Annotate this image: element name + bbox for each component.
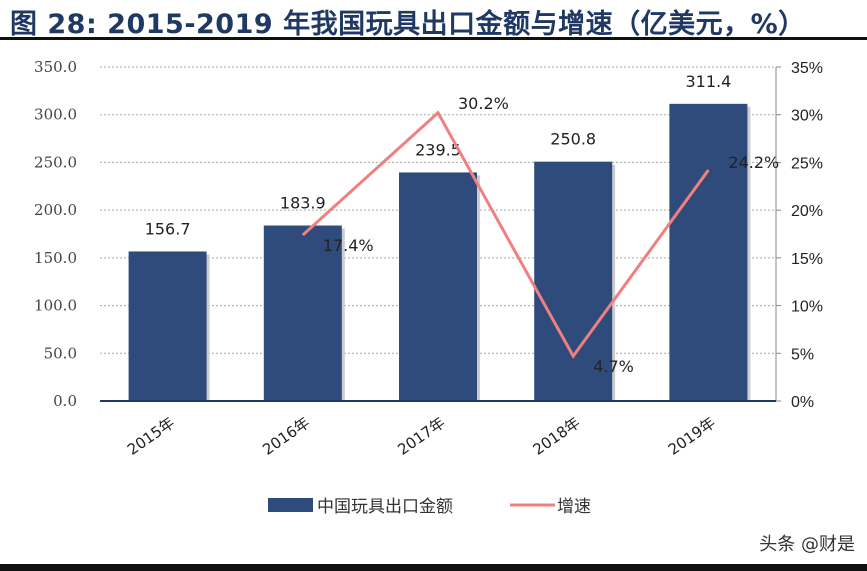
line-value-label: 30.2% — [458, 94, 509, 113]
bar-value-label: 183.9 — [280, 194, 326, 213]
right-tick-label: 15% — [791, 251, 823, 268]
bar-value-label: 311.4 — [685, 72, 731, 91]
left-tick-label: 50.0 — [44, 344, 77, 362]
left-tick-label: 150.0 — [34, 249, 77, 267]
title-divider — [0, 37, 867, 40]
right-tick-label: 35% — [791, 60, 823, 77]
bar — [263, 225, 342, 401]
x-tick-label: 2016年 — [259, 414, 313, 459]
x-tick-label: 2019年 — [665, 414, 719, 459]
left-tick-label: 250.0 — [34, 153, 77, 171]
x-tick-label: 2015年 — [124, 414, 178, 459]
bar-value-label: 156.7 — [145, 219, 191, 238]
right-tick-label: 20% — [791, 203, 823, 220]
left-tick-label: 0.0 — [53, 392, 77, 410]
left-tick-label: 350.0 — [34, 58, 77, 76]
line-value-label: 4.7% — [593, 357, 634, 376]
watermark: 头条 @财是 — [759, 534, 855, 555]
x-tick-label: 2018年 — [530, 414, 584, 459]
bar-value-label: 239.5 — [415, 140, 461, 159]
bar — [399, 172, 477, 401]
bar — [669, 103, 748, 402]
right-tick-label: 5% — [791, 346, 814, 363]
bar-value-label: 250.8 — [550, 130, 596, 149]
left-tick-label: 200.0 — [34, 201, 77, 219]
legend-bar-label: 中国玩具出口金额 — [317, 497, 453, 517]
left-tick-label: 100.0 — [34, 297, 77, 315]
right-tick-label: 10% — [791, 299, 823, 316]
x-tick-label: 2017年 — [394, 414, 448, 459]
right-tick-label: 25% — [791, 155, 823, 172]
legend-bar-swatch — [268, 498, 313, 512]
growth-line — [301, 110, 710, 359]
bottom-bar — [0, 564, 867, 571]
line-value-label: 24.2% — [728, 153, 779, 172]
legend-line-label: 增速 — [557, 497, 591, 517]
left-tick-label: 300.0 — [34, 106, 77, 124]
line-value-label: 17.4% — [323, 236, 374, 255]
right-tick-label: 0% — [791, 394, 814, 411]
bar — [128, 251, 207, 401]
bar — [534, 161, 613, 401]
right-tick-label: 30% — [791, 108, 823, 125]
chart-title: 图 28: 2015-2019 年我国玩具出口金额与增速（亿美元，%） — [10, 9, 806, 40]
